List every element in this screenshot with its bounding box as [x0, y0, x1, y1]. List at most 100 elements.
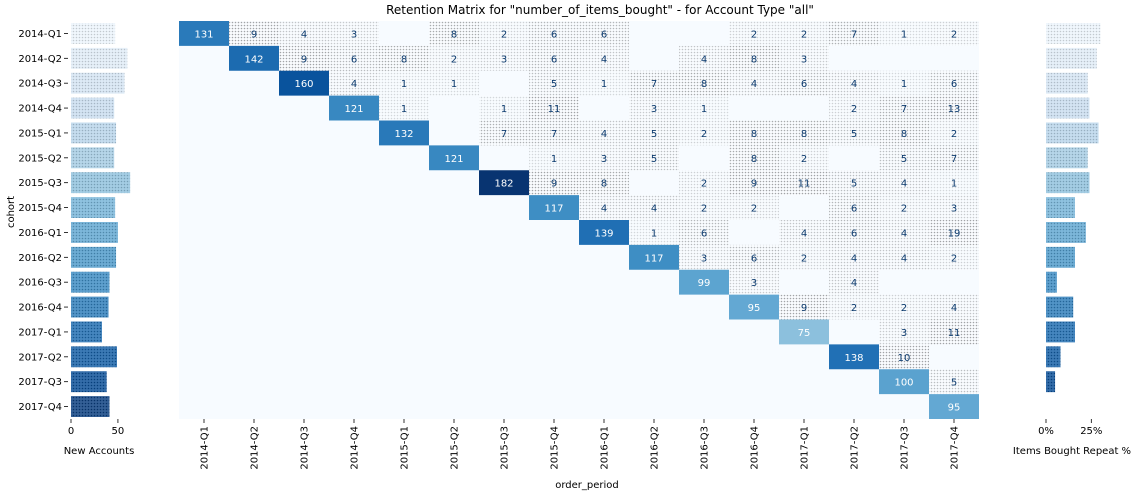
order-period-tick-label: 2017-Q1: [800, 426, 811, 470]
cohort-tick-label: 2014-Q4: [18, 104, 62, 115]
heatmap-cell-value: 7: [901, 104, 907, 115]
heatmap-cell: [829, 294, 879, 320]
heatmap-cell-value: 19: [948, 228, 961, 239]
heatmap-cell-value: 4: [301, 29, 307, 40]
order-period-tick-label: 2016-Q1: [600, 426, 611, 470]
heatmap-cell: [579, 45, 629, 71]
cohort-tick-label: 2017-Q3: [18, 377, 62, 388]
heatmap-cell-value: 7: [651, 79, 657, 90]
cohort-tick-label: 2016-Q3: [18, 278, 62, 289]
order-period-tick-label: 2015-Q3: [500, 426, 511, 470]
heatmap-cell-value: 9: [301, 54, 307, 65]
heatmap-cell-value: 1: [601, 79, 607, 90]
heatmap-cell: [829, 220, 879, 245]
heatmap-cell-value: 1: [501, 104, 507, 115]
heatmap-cell: [879, 145, 929, 171]
heatmap-cell-value: 6: [701, 228, 707, 239]
heatmap-cell-value: 95: [948, 403, 961, 414]
heatmap-cell-value: 8: [601, 179, 607, 190]
heatmap-cell: [679, 120, 729, 146]
heatmap-cell-value: 11: [948, 328, 961, 339]
heatmap-cell: [879, 170, 929, 196]
heatmap-cell-value: 11: [548, 104, 561, 115]
heatmap-cell-value: 2: [451, 54, 457, 65]
heatmap-cell: [879, 195, 929, 220]
heatmap-cell: [779, 120, 829, 146]
heatmap-cell: [629, 95, 679, 121]
heatmap-cell: [679, 220, 729, 245]
heatmap-cell: [929, 21, 979, 46]
heatmap-cell-value: 2: [951, 129, 957, 140]
repeat-pct-bar-texture: [1046, 72, 1088, 94]
heatmap-cell-value: 2: [701, 179, 707, 190]
heatmap-cell: [929, 120, 979, 146]
heatmap-cell-value: 8: [901, 129, 907, 140]
heatmap-cell-value: 4: [851, 79, 857, 90]
heatmap-cell-value: 8: [751, 129, 757, 140]
new-accounts-tick-label: 0: [68, 426, 74, 437]
heatmap-cell-value: 1: [401, 104, 407, 115]
heatmap-cell-value: 6: [851, 228, 857, 239]
order-period-tick-label: 2014-Q3: [300, 426, 311, 470]
heatmap-cell: [929, 220, 979, 245]
heatmap-cell: [829, 21, 879, 46]
heatmap-cell-value: 2: [701, 204, 707, 215]
heatmap-cell-value: 13: [948, 104, 961, 115]
heatmap-cell-value: 3: [751, 278, 757, 289]
heatmap-cell: [779, 220, 829, 245]
heatmap-cell: [179, 21, 229, 46]
cohort-tick-label: 2017-Q1: [18, 327, 62, 338]
heatmap-cell-value: 3: [601, 154, 607, 165]
heatmap-cell: [929, 145, 979, 171]
chart-title: Retention Matrix for "number_of_items_bo…: [386, 3, 814, 17]
new-accounts-bar-texture: [71, 97, 115, 119]
heatmap-cell-value: 2: [751, 204, 757, 215]
heatmap-cell: [629, 195, 679, 220]
heatmap-cell-value: 4: [951, 303, 957, 314]
heatmap-cell: [879, 70, 929, 96]
heatmap-cell-value: 4: [351, 79, 357, 90]
new-accounts-bar-texture: [71, 371, 107, 393]
heatmap-cell: [879, 369, 929, 395]
heatmap-cell-value: 3: [701, 253, 707, 264]
heatmap-cell: [929, 170, 979, 196]
new-accounts-bar-texture: [71, 47, 128, 69]
heatmap-cell: [429, 45, 479, 71]
heatmap-cell-value: 9: [551, 179, 557, 190]
heatmap-cell: [779, 21, 829, 46]
repeat-pct-bar-texture: [1046, 321, 1075, 343]
heatmap-cell: [279, 21, 329, 46]
heatmap-cell: [579, 21, 629, 46]
heatmap-cell-value: 9: [801, 303, 807, 314]
heatmap-cell: [829, 120, 879, 146]
heatmap-cell: [629, 120, 679, 146]
repeat-pct-bar-texture: [1046, 296, 1074, 318]
order-period-tick-label: 2017-Q4: [950, 426, 961, 470]
heatmap-cell-value: 117: [544, 204, 563, 215]
cohort-tick-label: 2017-Q2: [18, 352, 62, 363]
new-accounts-bar-texture: [71, 271, 110, 293]
heatmap-cell-value: 6: [551, 29, 557, 40]
repeat-pct-bar-texture: [1046, 97, 1090, 119]
heatmap-cell: [429, 145, 479, 171]
heatmap-cell: [679, 95, 729, 121]
heatmap-cell: [579, 120, 629, 146]
heatmap-cell: [629, 145, 679, 171]
heatmap-cell-value: 3: [901, 328, 907, 339]
heatmap-cell: [529, 120, 579, 146]
new-accounts-tick-label: 50: [112, 426, 125, 437]
heatmap-cell: [629, 244, 679, 270]
repeat-pct-xlabel: Items Bought Repeat %: [1013, 446, 1131, 457]
heatmap-cell-value: 1: [701, 104, 707, 115]
heatmap-cell-value: 117: [644, 253, 663, 264]
cohort-tick-label: 2015-Q4: [18, 203, 62, 214]
new-accounts-xlabel: New Accounts: [64, 446, 135, 457]
order-period-tick-label: 2015-Q1: [400, 426, 411, 470]
heatmap-cell: [529, 21, 579, 46]
heatmap-cell: [779, 319, 829, 345]
heatmap-cell-value: 138: [844, 353, 863, 364]
heatmap-cell-value: 1: [401, 79, 407, 90]
heatmap-cell: [579, 70, 629, 96]
heatmap-cell: [679, 244, 729, 270]
heatmap-cell: [729, 195, 779, 220]
